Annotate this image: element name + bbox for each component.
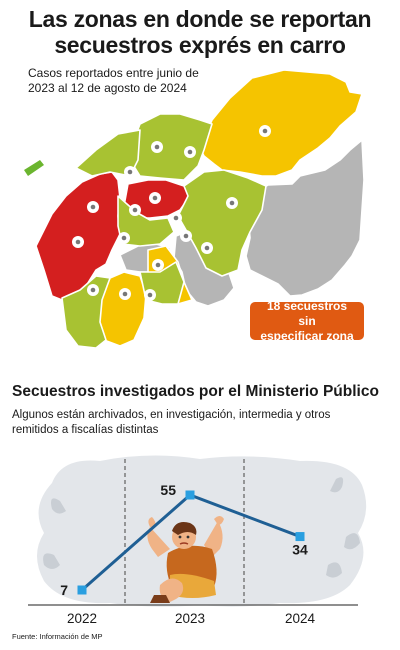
pin-dot <box>121 235 127 241</box>
pin-dot <box>155 262 161 268</box>
unspecified-zone-badge: 18 secuestros sin especificar zona <box>250 298 364 343</box>
x-tick-label: 2023 <box>175 611 205 626</box>
source-note: Fuente: Información de MP <box>12 632 103 641</box>
pin-dot <box>132 207 138 213</box>
pin-dot <box>75 239 81 245</box>
subtitle-line-2: 2023 al 12 de agosto de 2024 <box>28 81 187 95</box>
chart-subtitle: Algunos están archivados, en investigaci… <box>12 408 392 437</box>
data-label: 34 <box>292 542 308 558</box>
x-tick-labels: 2022 2023 2024 <box>67 611 316 626</box>
background-cloud <box>37 455 367 607</box>
map-pins <box>72 125 271 301</box>
title-line-1: Las zonas en donde se reportan <box>28 6 372 32</box>
zone-lime-east-center <box>177 169 267 277</box>
person-illustration <box>147 516 224 603</box>
zone-gray-east <box>245 139 365 297</box>
pin-dot <box>173 215 179 221</box>
data-point <box>77 585 87 595</box>
pin-dot <box>154 144 160 150</box>
pin-dot <box>187 149 193 155</box>
pin-dot <box>90 287 96 293</box>
pin-dot <box>204 245 210 251</box>
chart-title: Secuestros investigados por el Ministeri… <box>12 383 379 400</box>
hand-illustration-right <box>43 498 66 569</box>
hand-illustration-left <box>326 477 360 578</box>
map-subtitle: Casos reportados entre junio de 2023 al … <box>28 66 228 96</box>
pin-dot <box>127 169 133 175</box>
pin-dot <box>229 200 235 206</box>
data-point <box>185 490 195 500</box>
badge-line-2: especificar zona <box>260 328 354 343</box>
pin-dot <box>262 128 268 134</box>
title-line-2: secuestros exprés en carro <box>54 32 346 58</box>
data-label: 55 <box>160 482 176 498</box>
data-label: 7 <box>60 582 68 598</box>
pin-dot <box>147 292 153 298</box>
data-point <box>295 532 305 542</box>
line-chart: 7 55 34 2022 2023 2024 <box>28 455 367 626</box>
zone-yellow-northeast <box>199 69 363 177</box>
zone-lime-islet <box>24 160 44 176</box>
zone-lime-northwest <box>75 129 141 177</box>
pin-dot <box>183 233 189 239</box>
x-tick-label: 2024 <box>285 611 316 626</box>
zone-lime-southwest <box>61 275 111 349</box>
badge-line-1: 18 secuestros sin <box>266 298 348 328</box>
pin-dot <box>90 204 96 210</box>
zones-map <box>24 69 365 349</box>
chart-subtitle-line-2: remitidos a fiscalías distintas <box>12 423 159 436</box>
pin-dot <box>122 291 128 297</box>
x-tick-label: 2022 <box>67 611 97 626</box>
pin-dot <box>152 195 158 201</box>
chart-subtitle-line-1: Algunos están archivados, en investigaci… <box>12 409 331 421</box>
series-layer: 7 55 34 <box>60 482 308 598</box>
subtitle-line-1: Casos reportados entre junio de <box>28 66 199 80</box>
zone-lime-north <box>129 113 213 181</box>
page-title: Las zonas en donde se reportan secuestro… <box>0 6 400 58</box>
